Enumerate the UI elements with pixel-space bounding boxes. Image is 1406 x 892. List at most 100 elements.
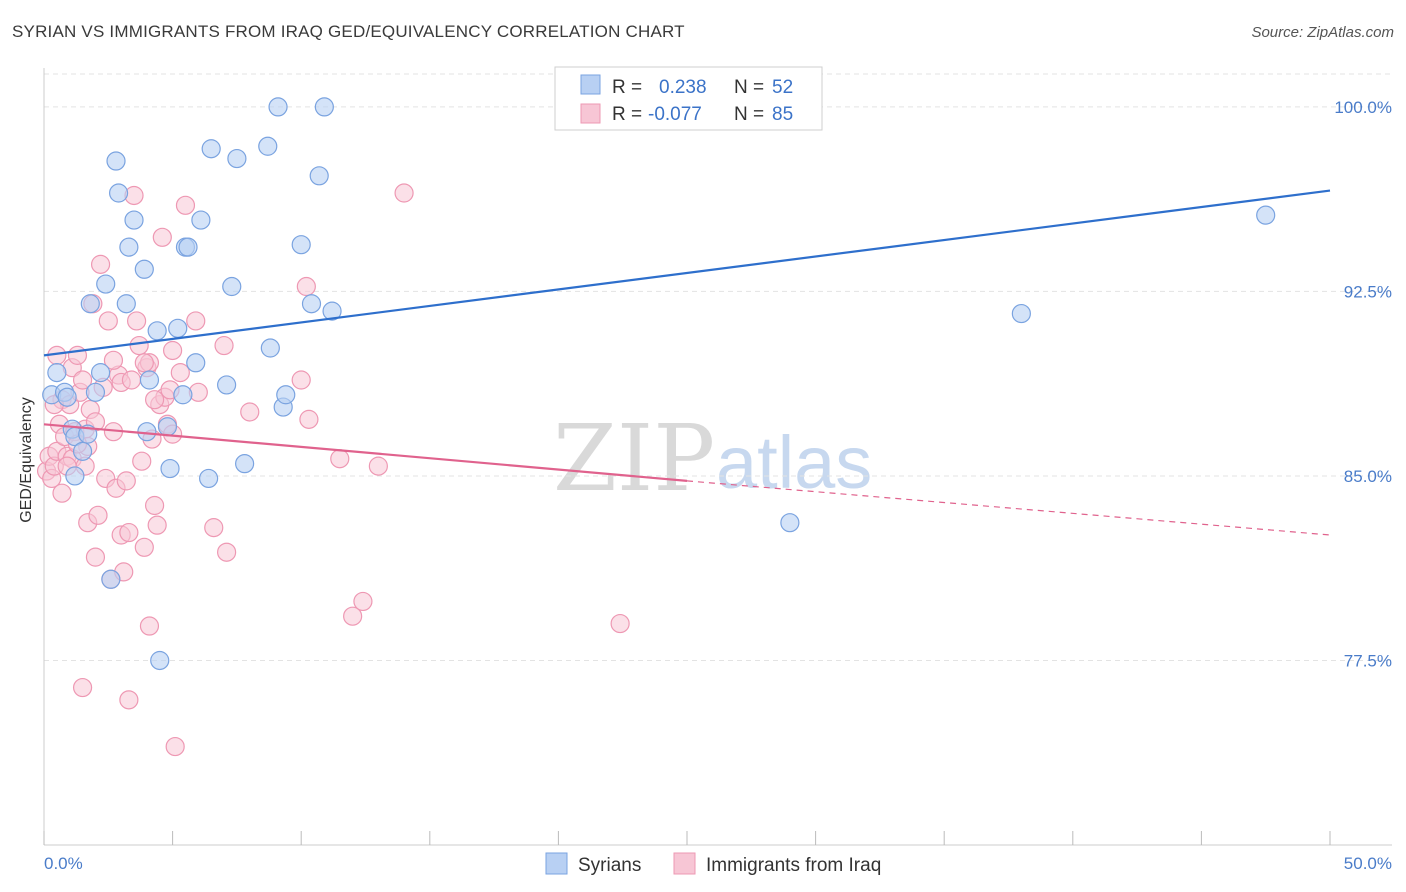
iraq-point (126, 311, 147, 331)
y-tick-label: 92.5% (1344, 282, 1392, 301)
syrian-point (227, 148, 247, 169)
legend-r-value: 0.238 (659, 77, 707, 98)
iraq-point (90, 254, 111, 274)
iraq-point (144, 495, 165, 516)
syrian-point (309, 166, 329, 186)
syrian-point (322, 301, 342, 321)
legend-swatch-syrians (580, 74, 601, 95)
legend-n-label: N = (734, 77, 764, 98)
syrian-point (96, 274, 116, 294)
iraq-point (144, 390, 165, 410)
x-tick-label-max: 50.0% (1344, 854, 1392, 873)
iraq-point (119, 690, 139, 710)
legend-label-iraq: Immigrants from Iraq (706, 855, 881, 876)
syrian-point (173, 385, 193, 405)
syrian-point (1011, 303, 1031, 324)
syrian-point (139, 370, 160, 390)
legend-r-label: R = (612, 104, 642, 125)
iraq-point (147, 515, 167, 535)
gridlines (44, 73, 1392, 661)
trend-lines (43, 189, 1331, 536)
syrian-point (260, 338, 280, 358)
iraq-point (134, 537, 154, 557)
syrian-point (268, 97, 288, 117)
syrian-trend-line (43, 189, 1331, 357)
syrian-point (137, 422, 157, 442)
legend-r-value: -0.077 (648, 104, 702, 125)
syrian-point (150, 650, 170, 671)
iraq-point (103, 350, 124, 370)
syrian-point (101, 569, 121, 589)
syrian-point (217, 375, 237, 395)
syrian-point (124, 210, 144, 230)
iraq-point (116, 471, 136, 491)
watermark-atlas: atlas (716, 421, 872, 504)
y-tick-label: 85.0% (1344, 467, 1392, 486)
iraq-point (299, 409, 319, 429)
syrian-point (108, 183, 129, 203)
syrian-point (134, 259, 154, 279)
iraq-point (610, 613, 630, 634)
series-legend: Syrians Immigrants from Iraq (545, 852, 881, 876)
iraq-point (170, 363, 190, 383)
iraq-point (132, 451, 152, 471)
syrian-point (201, 139, 221, 159)
iraq-trend-line (43, 423, 688, 482)
iraq-point (52, 483, 72, 503)
syrian-point (258, 136, 278, 156)
y-tick-label: 77.5% (1344, 651, 1392, 670)
iraq-point (291, 370, 311, 390)
legend-swatch-iraq-bottom (673, 852, 696, 875)
iraq-point (165, 736, 185, 757)
syrian-point (1256, 205, 1276, 225)
syrian-point (780, 513, 800, 533)
x-tick-label-min: 0.0% (44, 854, 83, 873)
syrian-point (168, 318, 188, 338)
syrian-point (178, 237, 198, 257)
iraq-point (119, 522, 139, 543)
iraq-point (98, 311, 118, 331)
syrian-point (80, 294, 100, 314)
iraq-point (217, 542, 237, 562)
iraq-trend-extension (686, 480, 1331, 536)
syrian-point (276, 385, 296, 405)
syrian-point (57, 387, 77, 407)
syrian-points (42, 97, 1276, 671)
iraq-points (36, 183, 630, 757)
legend-r-label: R = (612, 77, 642, 98)
legend-swatch-syrians-bottom (545, 852, 568, 875)
syrian-point (147, 321, 167, 341)
iraq-point (88, 505, 108, 525)
syrian-point (314, 97, 334, 117)
syrian-point (65, 466, 85, 486)
y-axis-label: GED/Equivalency (18, 397, 35, 522)
syrian-point (72, 441, 93, 461)
iraq-point (163, 340, 183, 361)
iraq-point (296, 276, 316, 297)
iraq-point (368, 456, 388, 476)
syrian-point (157, 417, 178, 437)
iraq-point (129, 335, 149, 356)
syrian-point (119, 237, 139, 257)
legend-swatch-iraq (580, 103, 601, 124)
syrian-point (116, 294, 136, 314)
iraq-point (67, 345, 88, 365)
chart-title: SYRIAN VS IMMIGRANTS FROM IRAQ GED/EQUIV… (12, 22, 685, 41)
iraq-point (186, 311, 206, 331)
iraq-point (394, 183, 414, 203)
iraq-point (139, 616, 160, 636)
source-label: Source: ZipAtlas.com (1251, 24, 1394, 41)
syrian-point (186, 353, 206, 373)
iraq-point (204, 518, 224, 538)
iraq-point (343, 606, 363, 626)
watermark-zip: ZIP (553, 405, 715, 512)
syrian-point (291, 235, 311, 255)
legend-n-label: N = (734, 104, 764, 125)
legend-n-value: 52 (772, 77, 793, 98)
iraq-point (240, 402, 260, 422)
syrian-point (199, 468, 219, 489)
legend-n-value: 85 (772, 104, 793, 125)
legend-label-syrians: Syrians (578, 855, 641, 876)
syrian-point (160, 458, 180, 479)
